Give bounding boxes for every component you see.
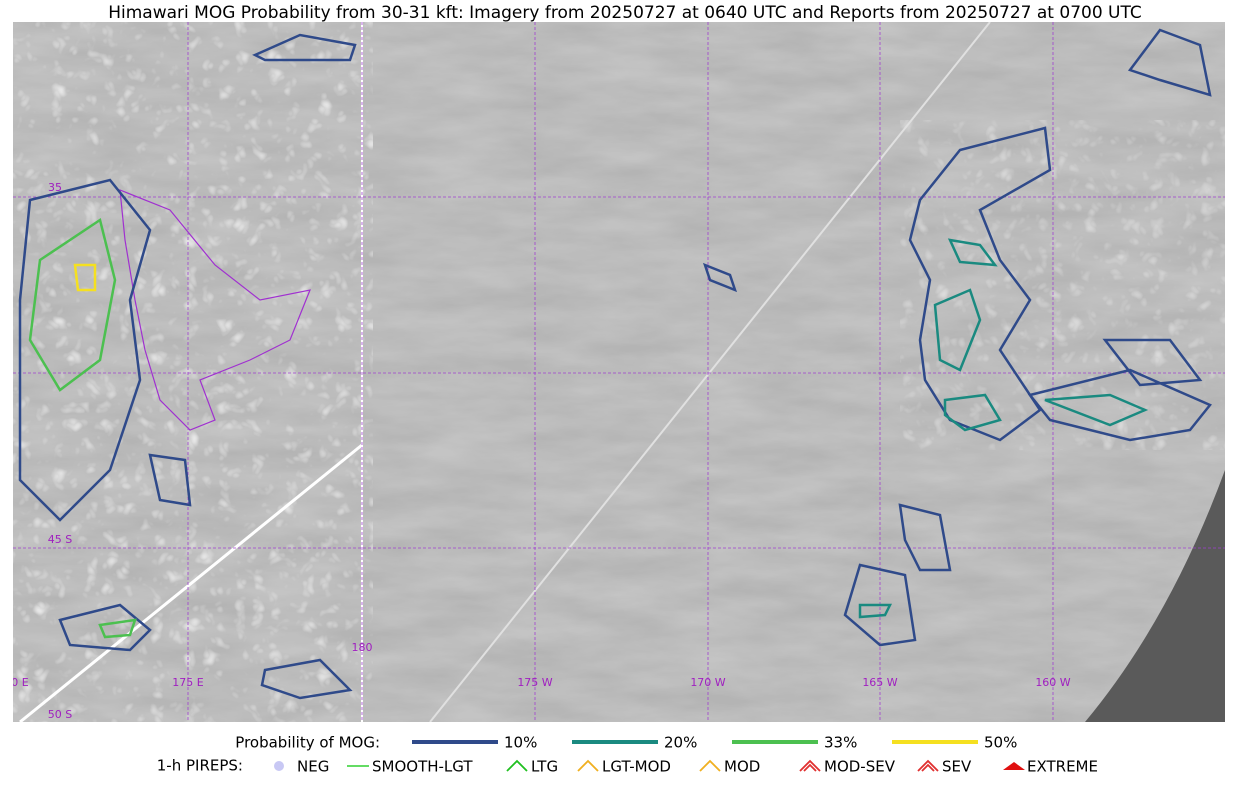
longitude-label: 180 [352,641,373,654]
legend-symbol [917,759,939,772]
legend-label: MOD-SEV [824,758,896,776]
legend-symbol [699,759,721,772]
longitude-label: 175 W [517,676,552,689]
latitude-label: 50 S [48,708,72,721]
legend-label: 10% [504,734,537,752]
legend-symbol [577,759,599,772]
contours [18,28,1212,700]
cloud-speckle [900,120,1225,450]
title: Himawari MOG Probability from 30-31 kft:… [108,3,1142,23]
legend-label: LGT-MOD [602,758,671,776]
legend-label: 33% [824,734,857,752]
legend-title: 1-h PIREPS: [157,757,243,775]
legend-label: 50% [984,734,1017,752]
longitude-label: 175 E [172,676,203,689]
legend-symbol [274,761,284,771]
cloud-speckle [13,22,373,722]
legend-label: MOD [724,758,760,776]
longitude-label: 160 W [1035,676,1070,689]
legend-title: Probability of MOG: [235,734,380,752]
legend-symbol [506,759,528,772]
no-data-region [1085,470,1225,722]
coastline [119,189,311,431]
legend-symbol [799,759,821,772]
legend-label: LTG [531,758,558,776]
legend-label: EXTREME [1027,758,1098,776]
legend-label: SEV [942,758,972,776]
latitude-label: 35 [48,181,62,194]
legend-label: NEG [297,758,329,776]
legend-symbol [1003,762,1025,770]
longitude-label: 170 W [690,676,725,689]
scan-line [19,443,363,722]
legend-label: SMOOTH-LGT [372,758,473,776]
longitude-label: 170 E [0,676,29,689]
longitude-label: 165 W [862,676,897,689]
graticule [13,22,1225,722]
scan-line [429,22,991,722]
satellite-image: 170 E 175 E 180 175 W 170 W 165 W 160 W 35 45 S 5… [0,22,1225,722]
legend-label: 20% [664,734,697,752]
latitude-label: 45 S [48,533,72,546]
